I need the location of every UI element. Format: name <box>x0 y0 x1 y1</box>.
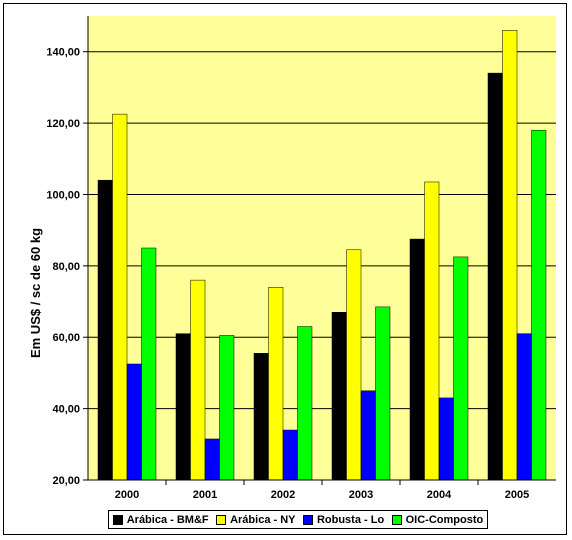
y-tick-label: 120,00 <box>46 118 80 130</box>
bar <box>331 311 347 481</box>
x-tick-label: 2004 <box>427 489 452 501</box>
x-tick-label: 2000 <box>115 489 139 501</box>
y-tick-label: 100,00 <box>46 189 80 201</box>
bar <box>346 249 362 481</box>
bar <box>297 326 313 481</box>
legend-label: Robusta - Lo <box>316 513 385 526</box>
legend-label: Arábica - NY <box>230 513 296 526</box>
legend-label: OIC-Composto <box>405 513 484 526</box>
legend-label: Arábica - BM&F <box>126 513 209 526</box>
y-tick-label: 40,00 <box>52 404 80 416</box>
plot-area <box>88 16 556 480</box>
x-tick-label: 2002 <box>271 489 295 501</box>
legend-item: Arábica - BM&F <box>112 513 209 526</box>
legend-swatch <box>216 514 227 525</box>
bar <box>531 129 547 481</box>
bar <box>453 256 469 481</box>
bar <box>375 306 391 481</box>
x-tick-label: 2003 <box>349 489 373 501</box>
axes <box>83 16 556 485</box>
bar <box>141 247 157 481</box>
bar <box>268 287 284 481</box>
bar <box>438 397 454 481</box>
y-tick-labels: 20,00 40,00 60,00 80,00 100,00 120,00 140,00 <box>46 47 80 487</box>
y-tick-label: 60,00 <box>52 332 80 344</box>
x-tick-label: 2001 <box>193 489 217 501</box>
y-axis-label: Em US$ / sc de 60 kg <box>28 228 43 358</box>
bar <box>487 72 503 481</box>
bar <box>97 179 113 481</box>
bar <box>204 438 220 481</box>
bar <box>190 279 206 481</box>
y-tick-label: 20,00 <box>52 475 80 487</box>
legend-item: Robusta - Lo <box>302 513 385 526</box>
bar <box>126 363 142 481</box>
bar <box>253 353 269 481</box>
legend-item: OIC-Composto <box>391 513 484 526</box>
legend-swatch <box>391 514 402 525</box>
legend: Arábica - BM&F Arábica - NY Robusta - Lo… <box>108 510 488 529</box>
legend-item: Arábica - NY <box>216 513 296 526</box>
bar <box>424 181 440 481</box>
bar <box>219 335 235 481</box>
legend-swatch <box>112 514 123 525</box>
bar <box>175 333 191 481</box>
gridlines <box>88 51 556 410</box>
bar <box>360 390 376 481</box>
bar <box>516 333 532 481</box>
legend-swatch <box>302 514 313 525</box>
bar <box>112 113 128 481</box>
bar <box>282 429 298 481</box>
bar <box>409 238 425 481</box>
bars <box>97 30 547 481</box>
y-tick-label: 80,00 <box>52 261 80 273</box>
y-tick-label: 140,00 <box>46 47 80 59</box>
bar <box>502 30 518 481</box>
x-tick-labels: 2000 2001 2002 2003 2004 2005 <box>115 489 529 501</box>
x-tick-label: 2005 <box>505 489 529 501</box>
